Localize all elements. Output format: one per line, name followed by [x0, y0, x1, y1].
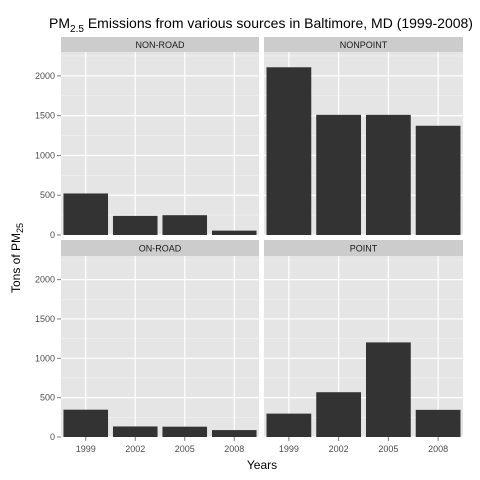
- panel-bg-on-road: [61, 256, 259, 437]
- bar-on-road-2005: [162, 426, 208, 437]
- x-axis-title: Years: [247, 458, 277, 472]
- strip-point: [264, 240, 463, 256]
- strip-label-on-road: ON-ROAD: [139, 244, 182, 254]
- strip-label-point: POINT: [350, 244, 378, 254]
- bar-point-2002: [316, 392, 362, 437]
- bar-on-road-1999: [63, 409, 109, 437]
- bar-nonpoint-2005: [365, 114, 411, 235]
- chart-title: PM2.5 Emissions from various sources in …: [49, 15, 473, 35]
- bar-point-2005: [365, 342, 411, 437]
- bar-point-1999: [266, 413, 312, 437]
- x-tick-label: 2002: [329, 444, 349, 454]
- y-tick-label: 0: [50, 432, 55, 442]
- y-tick-label: 0: [50, 230, 55, 240]
- y-tick-label: 500: [40, 393, 55, 403]
- x-tick-label: 1999: [279, 444, 299, 454]
- y-tick-label: 2000: [35, 71, 55, 81]
- strip-nonpoint: [264, 37, 463, 52]
- y-tick-label: 1500: [35, 111, 55, 121]
- x-tick-label: 2008: [224, 444, 244, 454]
- y-tick-label: 1000: [35, 150, 55, 160]
- bar-nonpoint-1999: [266, 67, 312, 235]
- strip-label-non-road: NON-ROAD: [136, 40, 185, 50]
- bar-nonpoint-2002: [316, 114, 362, 235]
- bar-point-2008: [415, 409, 461, 437]
- x-tick-label: 1999: [76, 444, 96, 454]
- strip-on-road: [61, 240, 259, 256]
- bar-non-road-2008: [211, 230, 257, 235]
- strip-label-nonpoint: NONPOINT: [340, 40, 388, 50]
- x-tick-label: 2005: [378, 444, 398, 454]
- panel-bg-point: [264, 256, 463, 437]
- bar-on-road-2008: [211, 430, 257, 437]
- panels-group: NON-ROAD 0 500 1000 1500 2000 NONPOINT ON-ROAD 0…: [35, 37, 463, 454]
- bar-non-road-2002: [112, 215, 158, 235]
- y-tick-label: 1000: [35, 353, 55, 363]
- bar-non-road-1999: [63, 193, 109, 235]
- bar-non-road-2005: [162, 215, 208, 235]
- x-tick-label: 2005: [175, 444, 195, 454]
- bar-on-road-2002: [112, 426, 158, 437]
- y-tick-label: 500: [40, 190, 55, 200]
- y-tick-label: 1500: [35, 314, 55, 324]
- y-axis-title: Tons of PM25: [9, 223, 25, 293]
- strip-non-road: [61, 37, 259, 52]
- x-tick-label: 2008: [428, 444, 448, 454]
- y-tick-label: 2000: [35, 275, 55, 285]
- x-tick-label: 2002: [125, 444, 145, 454]
- bar-nonpoint-2008: [415, 125, 461, 235]
